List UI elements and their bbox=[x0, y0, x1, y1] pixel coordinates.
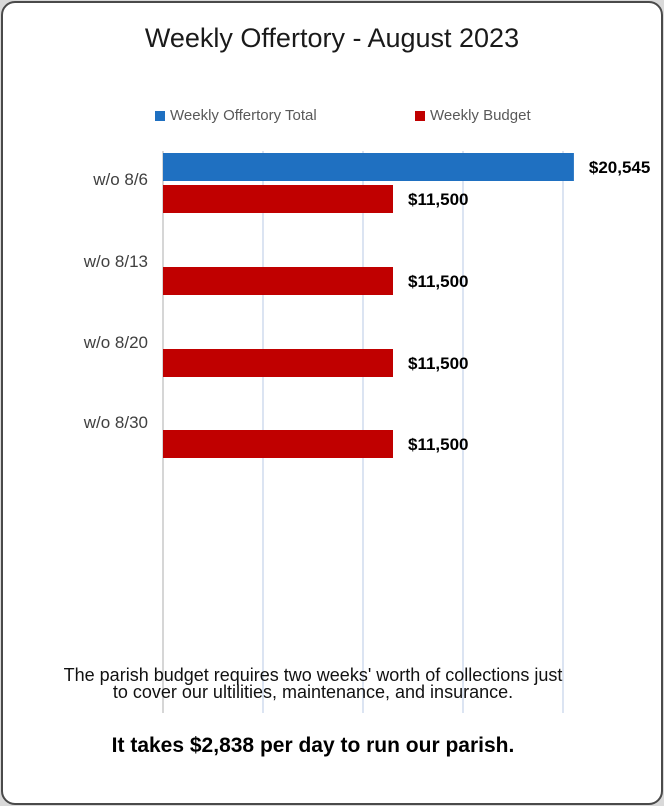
category-label: w/o 8/30 bbox=[83, 413, 148, 432]
chart-title: Weekly Offertory - August 2023 bbox=[144, 23, 520, 53]
legend-item-budget: Weekly Budget bbox=[415, 107, 531, 124]
legend-item-offertory: Weekly Offertory Total bbox=[155, 107, 317, 124]
data-label: $11,500 bbox=[408, 435, 469, 454]
legend-swatch-offertory bbox=[155, 110, 165, 121]
category-label: w/o 8/6 bbox=[92, 170, 148, 189]
budget-note: The parish budget requires two weeks' wo… bbox=[63, 665, 563, 702]
bar-chart: w/o 8/6 $20,545 $11,500 w/o 8/13 $11,500 w/o … bbox=[83, 151, 650, 713]
data-label: $20,545 bbox=[589, 158, 650, 177]
offertory-bar bbox=[163, 153, 574, 181]
data-label: $11,500 bbox=[408, 190, 469, 209]
category-label: w/o 8/13 bbox=[83, 252, 148, 271]
data-label: $11,500 bbox=[408, 272, 469, 291]
budget-bar bbox=[163, 185, 393, 213]
legend-label-budget: Weekly Budget bbox=[430, 107, 531, 124]
data-label: $11,500 bbox=[408, 354, 469, 373]
budget-bar bbox=[163, 349, 393, 377]
chart-legend: Weekly Offertory Total Weekly Budget bbox=[3, 107, 661, 127]
category-label: w/o 8/20 bbox=[83, 333, 148, 352]
budget-bar bbox=[163, 430, 393, 458]
legend-swatch-budget bbox=[415, 110, 425, 121]
daily-cost-note: It takes $2,838 per day to run our paris… bbox=[111, 734, 515, 757]
legend-label-offertory: Weekly Offertory Total bbox=[170, 107, 317, 124]
budget-bar bbox=[163, 267, 393, 295]
